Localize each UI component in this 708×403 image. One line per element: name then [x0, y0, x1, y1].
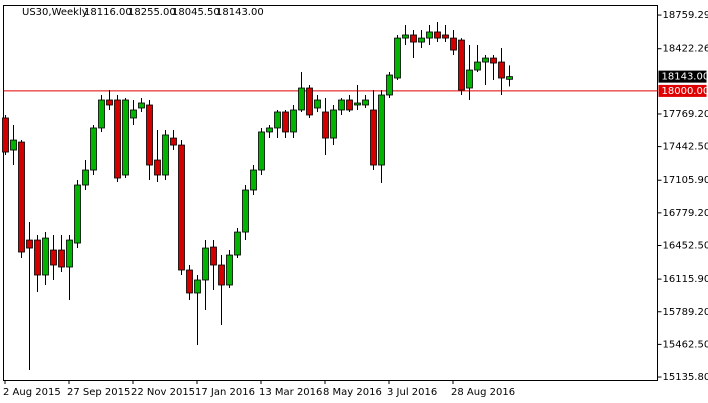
x-tick-label: 13 Mar 2016	[259, 387, 322, 398]
candle-body	[370, 109, 377, 166]
x-tick-label: 27 Sep 2015	[67, 387, 130, 398]
y-tick-label: 17105.90	[663, 175, 708, 186]
candle-body	[450, 37, 457, 51]
candle-body	[418, 37, 425, 43]
candle-body	[162, 134, 169, 176]
candle-body	[442, 34, 449, 39]
last-price-label: 18143.00	[662, 72, 708, 83]
candle-body	[314, 99, 321, 109]
candle-body	[194, 279, 201, 294]
header-close: 18143.00	[216, 7, 264, 18]
candle-body	[330, 109, 337, 139]
candle-body	[346, 99, 353, 111]
candle-body	[178, 144, 185, 271]
candle-body	[234, 231, 241, 256]
candle-body	[282, 111, 289, 133]
candle-body	[98, 99, 105, 129]
candle-body	[506, 76, 513, 80]
x-tick-label: 3 Jul 2016	[387, 387, 437, 398]
x-tick-label: 28 Aug 2016	[451, 387, 515, 398]
candle-body	[50, 249, 57, 266]
candle-body	[26, 239, 33, 249]
y-tick-label: 17769.20	[663, 109, 708, 120]
candle-body	[90, 127, 97, 171]
candle-body	[58, 249, 65, 268]
candle-body	[106, 99, 113, 106]
candle-body	[394, 37, 401, 79]
x-tick-label: 22 Nov 2015	[131, 387, 195, 398]
candle-body	[410, 34, 417, 43]
candle-body	[170, 137, 177, 146]
candle-body	[154, 159, 161, 176]
candle-body	[74, 184, 81, 244]
candle-body	[306, 87, 313, 116]
candle-body	[322, 111, 329, 139]
candle-body	[482, 57, 489, 63]
y-tick-label: 15789.20	[663, 307, 708, 318]
candle-body	[130, 109, 137, 119]
candle-body	[362, 99, 369, 106]
candle-body	[426, 31, 433, 39]
candle-body	[202, 247, 209, 281]
x-tick-label: 2 Aug 2015	[3, 387, 61, 398]
level-label-bg	[658, 84, 707, 97]
plot-frame	[3, 5, 658, 381]
x-tick-label: 17 Jan 2016	[195, 387, 255, 398]
y-tick-label: 15135.80	[663, 372, 708, 383]
candle-body	[274, 111, 281, 129]
y-tick-label: 16115.90	[663, 274, 708, 285]
candle-body	[42, 237, 49, 276]
candle-body	[402, 34, 409, 39]
candle-body	[138, 102, 145, 109]
chart-title: US30,Weekly	[22, 7, 88, 18]
candle-body	[186, 269, 193, 294]
candle-body	[34, 239, 41, 276]
candle-body	[338, 99, 345, 111]
header-low: 18045.50	[172, 7, 220, 18]
candle-body	[258, 131, 265, 171]
candle-body	[122, 99, 129, 176]
candle-body	[466, 69, 473, 89]
candle-body	[498, 61, 505, 79]
candle-body	[18, 141, 25, 253]
x-tick-label: 8 May 2016	[323, 387, 382, 398]
candle-body	[378, 94, 385, 166]
level-label: 18000.00	[662, 86, 708, 97]
y-tick-label: 18759.29	[663, 10, 708, 21]
candle-body	[266, 127, 273, 133]
candle-body	[458, 39, 465, 91]
candle-body	[250, 169, 257, 191]
candle-body	[242, 189, 249, 233]
candle-body	[2, 117, 9, 153]
candle-body	[146, 104, 153, 166]
last-price-bg	[658, 70, 707, 83]
candle-body	[434, 31, 441, 39]
candle-body	[82, 169, 89, 186]
y-tick-label: 16452.50	[663, 240, 708, 251]
candle-body	[210, 246, 217, 266]
candle-body	[490, 57, 497, 64]
candle-body	[474, 61, 481, 71]
candle-body	[226, 254, 233, 286]
header-high: 18255.00	[128, 7, 176, 18]
y-tick-label: 17442.50	[663, 142, 708, 153]
header-open: 18116.00	[84, 7, 132, 18]
y-tick-label: 18422.26	[663, 44, 708, 55]
candle-body	[10, 139, 17, 151]
candle-body	[386, 74, 393, 96]
candle-body	[354, 102, 361, 106]
y-tick-label: 16779.20	[663, 208, 708, 219]
candle-body	[290, 109, 297, 133]
candle-body	[66, 239, 73, 268]
candle-body	[114, 99, 121, 179]
candle-body	[218, 264, 225, 286]
y-tick-label: 15462.50	[663, 339, 708, 350]
candle-body	[298, 87, 305, 111]
